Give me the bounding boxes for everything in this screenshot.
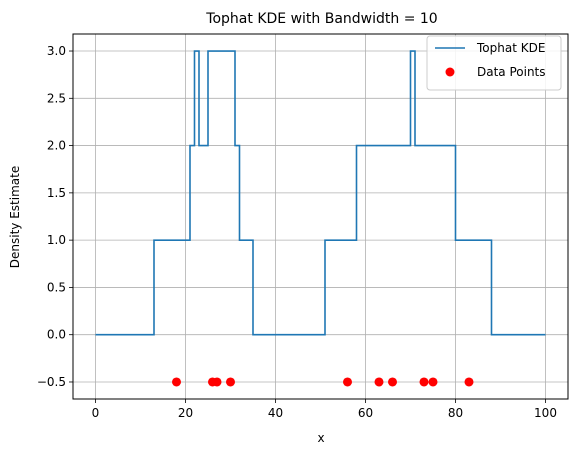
- data-point: [419, 377, 429, 387]
- data-point: [388, 377, 397, 387]
- y-tick-label: 2.5: [47, 91, 66, 105]
- x-tick-label: 80: [448, 406, 463, 420]
- plot-area: [95, 50, 546, 387]
- y-tick-label: 2.0: [47, 139, 66, 153]
- data-point: [428, 377, 438, 387]
- legend: Tophat KDE Data Points: [426, 35, 562, 91]
- legend-point-swatch: [445, 67, 455, 77]
- axes-frame: [72, 33, 569, 400]
- data-point: [343, 377, 352, 387]
- legend-box: [426, 35, 562, 91]
- x-axis-label: x: [317, 431, 324, 445]
- data-point: [374, 377, 384, 387]
- y-tick-label: 3.0: [47, 44, 66, 58]
- y-tick-label: 0.5: [47, 280, 66, 294]
- legend-label-points: Data Points: [477, 65, 546, 79]
- kde-step-line: [95, 50, 546, 336]
- x-tick-label: 60: [358, 406, 373, 420]
- y-tick-label: 1.5: [47, 186, 66, 200]
- data-point: [172, 377, 181, 387]
- x-tick-label: 0: [92, 406, 100, 420]
- x-tick-label: 100: [534, 406, 557, 420]
- axis-ticks: 0 20 40 60 80 100 −0.5 0.0 0.5 1.0 1.5 2.0 2.5 3.0: [37, 44, 557, 420]
- data-point: [212, 377, 222, 387]
- y-tick-label: 0.0: [47, 328, 66, 342]
- legend-label-kde: Tophat KDE: [476, 41, 545, 55]
- data-point: [226, 377, 235, 387]
- x-tick-label: 20: [178, 406, 193, 420]
- y-tick-label: −0.5: [37, 375, 66, 389]
- chart-title: Tophat KDE with Bandwidth = 10: [205, 11, 437, 27]
- data-point: [464, 377, 474, 387]
- x-tick-label: 40: [268, 406, 283, 420]
- y-axis-label: Density Estimate: [8, 166, 22, 268]
- y-tick-label: 1.0: [47, 233, 66, 247]
